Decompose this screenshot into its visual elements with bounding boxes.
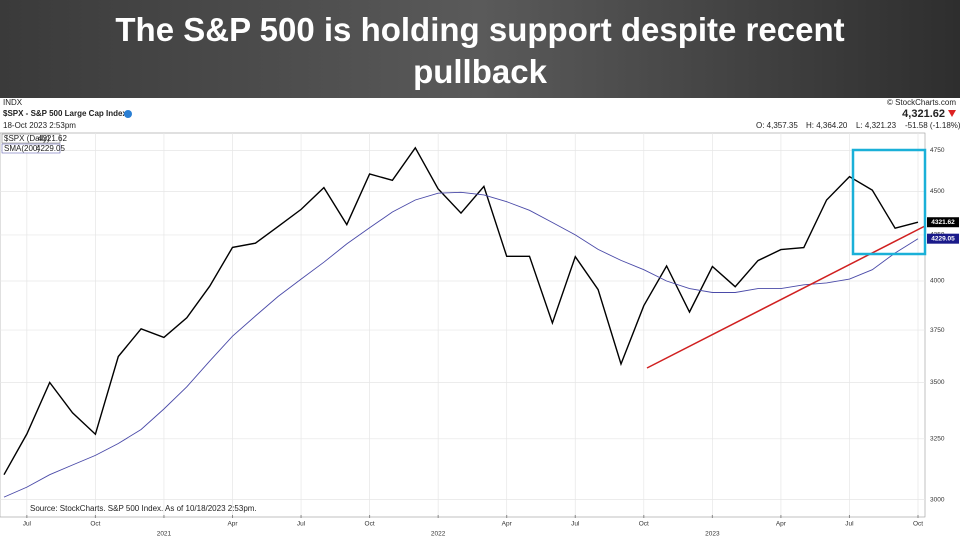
highlight-box <box>851 148 927 256</box>
plot-frame <box>0 132 926 518</box>
y-tick-label: 4750 <box>930 147 945 154</box>
y-tick-label: 3250 <box>930 436 945 443</box>
last-price: 4,321.62 <box>902 108 945 120</box>
price-tag <box>927 233 959 244</box>
legend-value: 4321.62 <box>38 134 67 143</box>
slide-title: The S&P 500 is holding support despite r… <box>115 11 844 90</box>
x-tick-label: Apr <box>776 521 787 528</box>
y-tick-label: 4500 <box>930 188 945 195</box>
legend-label: $SPX (Daily) <box>4 134 50 143</box>
support-trendline <box>646 225 926 369</box>
ohlc-open: O: 4,357.35 <box>756 121 798 130</box>
ohlc-high: H: 4,364.20 <box>806 121 848 130</box>
price-tag <box>927 217 959 228</box>
y-tick-label: 3000 <box>930 496 945 503</box>
ohlc-change: -51.58 (-1.18%) <box>905 121 960 130</box>
source-note: Source: StockCharts. S&P 500 Index. As o… <box>30 504 257 513</box>
legend-box <box>1 143 61 154</box>
photo-banner <box>0 0 960 98</box>
x-tick-label: Jul <box>571 521 580 528</box>
x-tick-label: Oct <box>365 521 375 528</box>
series-line <box>3 146 919 476</box>
symbol: $SPX - S&P 500 Large Cap Index <box>3 109 127 118</box>
x-tick-label: Oct <box>90 521 100 528</box>
y-tick-label: 3500 <box>930 379 945 386</box>
price-tag-label: 4321.62 <box>931 219 955 226</box>
legend-value: 4229.05 <box>36 144 65 153</box>
info-icon[interactable] <box>124 110 132 118</box>
x-tick-label: 2023 <box>705 531 720 538</box>
legend: $SPX (Daily) 4321.62 SMA(200) 4229.05 <box>1 133 67 154</box>
x-tick-label: Apr <box>502 521 513 528</box>
x-tick-label: 2021 <box>157 531 172 538</box>
y-tick-label: 4000 <box>930 278 945 285</box>
ohlc-low: L: 4,321.23 <box>856 121 897 130</box>
legend-box <box>1 133 61 144</box>
y-tick-label: 3750 <box>930 327 945 334</box>
x-tick-label: Oct <box>639 521 649 528</box>
x-tick-label: 2022 <box>431 531 446 538</box>
price-tag-label: 4229.05 <box>931 235 955 242</box>
x-tick-label: Jul <box>845 521 854 528</box>
series-line <box>3 191 919 498</box>
x-tick-label: Jul <box>297 521 306 528</box>
down-arrow <box>948 110 956 117</box>
x-tick-label: Jul <box>23 521 32 528</box>
copyright: © StockCharts.com <box>887 98 956 107</box>
exchange: INDX <box>3 98 23 107</box>
legend-label: SMA(200) <box>4 144 40 153</box>
x-tick-label: Apr <box>227 521 238 528</box>
timestamp: 18-Oct 2023 2:53pm <box>3 121 76 130</box>
chart-panel <box>0 98 960 540</box>
x-tick-label: Oct <box>913 521 923 528</box>
